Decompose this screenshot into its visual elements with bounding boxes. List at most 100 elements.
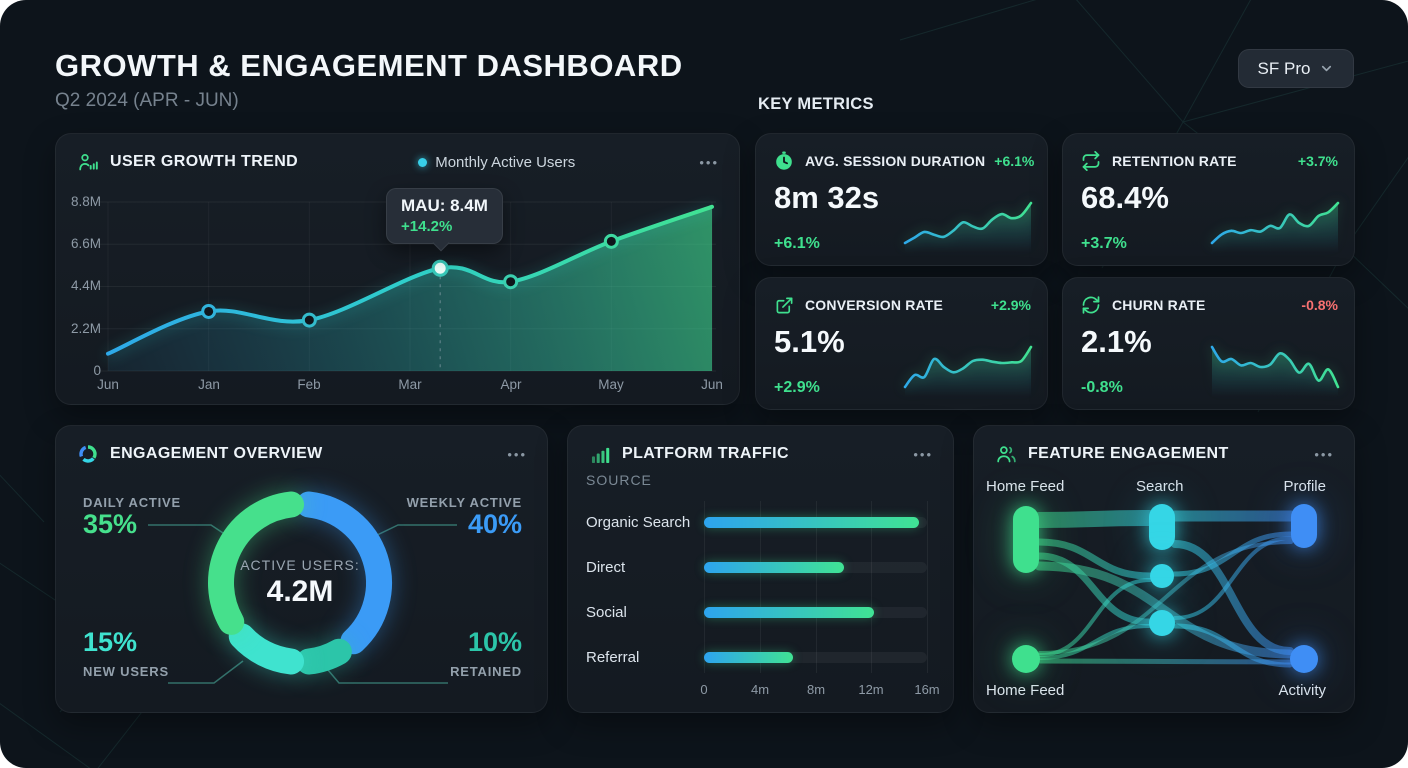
chart-tooltip: MAU: 8.4M +14.2% [386, 188, 503, 244]
y-axis-tick: 0 [93, 363, 101, 378]
x-axis-tick: 16m [914, 682, 940, 697]
sparkline-chart [1210, 201, 1340, 253]
card-title-feature-engagement: FEATURE ENGAGEMENT [1028, 445, 1229, 462]
y-axis-tick: 4.4M [70, 278, 101, 293]
gridline [760, 501, 761, 673]
retained-stat: 10% RETAINED [450, 627, 522, 680]
y-axis-tick: 2.2M [70, 321, 101, 336]
metric-value: 68.4% [1081, 180, 1169, 215]
traffic-row-direct: Direct [568, 559, 953, 576]
traffic-row-referral: Referral [568, 649, 953, 666]
metric-card-conversion-rate: CONVERSION RATE +2.9% 5.1% +2.9% [755, 277, 1048, 410]
legend-dot-icon [418, 157, 428, 167]
y-axis-tick: 6.6M [70, 236, 101, 251]
node-label-profile: Profile [1283, 478, 1326, 495]
x-axis-tick: Jan [198, 377, 220, 392]
daily-active-stat: DAILY ACTIVE 35% [83, 495, 181, 538]
font-selector-dropdown[interactable]: SF Pro [1238, 49, 1354, 88]
bar-organic-search [704, 517, 919, 528]
metric-card-retention-rate: RETENTION RATE +3.7% 68.4% +3.7% [1062, 133, 1355, 266]
feature-engagement-card: FEATURE ENGAGEMENT ••• Home Feed Search … [973, 425, 1355, 713]
metric-badge: +3.7% [1297, 153, 1338, 169]
x-axis-tick: Apr [500, 377, 522, 392]
refresh-icon [1079, 293, 1103, 317]
donut-svg [208, 491, 392, 675]
page-title: GROWTH & ENGAGEMENT DASHBOARD [55, 48, 683, 83]
metric-badge: +6.1% [994, 153, 1035, 169]
engagement-overview-card: ENGAGEMENT OVERVIEW ••• DAILY ACTIVE 35%… [55, 425, 548, 713]
weekly-active-stat: WEEKLY ACTIVE 40% [407, 495, 522, 538]
stat-label: WEEKLY ACTIVE [406, 495, 522, 510]
x-axis-tick: 12m [858, 682, 884, 697]
bar-referral [704, 652, 793, 663]
metric-card-churn-rate: CHURN RATE -0.8% 2.1% -0.8% [1062, 277, 1355, 410]
x-axis-tick: 8m [806, 682, 826, 697]
user-growth-trend-card: USER GROWTH TREND Monthly Active Users •… [55, 133, 740, 405]
tooltip-value: MAU: 8.4M [401, 196, 488, 215]
metric-card-session-duration: AVG. SESSION DURATION +6.1% 8m 32s +6.1% [755, 133, 1048, 266]
bar-social [704, 607, 874, 618]
bar-chart-icon [588, 442, 612, 466]
bar-direct [704, 562, 844, 573]
x-axis-tick: Feb [297, 377, 321, 392]
gridline [871, 501, 872, 673]
stat-value: 35% [83, 509, 138, 539]
stat-value: 40% [467, 509, 522, 539]
gridline [704, 501, 705, 673]
bar-label: Direct [586, 559, 626, 576]
tooltip-delta: +14.2% [401, 218, 453, 235]
stat-label: NEW USERS [83, 664, 169, 680]
node-label-home-feed-bottom: Home Feed [986, 682, 1065, 699]
stopwatch-icon [772, 149, 796, 173]
more-options-icon[interactable]: ••• [1310, 445, 1338, 464]
bar-track [704, 562, 927, 573]
more-options-icon[interactable]: ••• [909, 445, 937, 464]
metric-title: RETENTION RATE [1112, 153, 1237, 169]
bar-label: Referral [586, 649, 640, 666]
metric-delta: +2.9% [774, 379, 820, 396]
gridline [816, 501, 817, 673]
growth-legend: Monthly Active Users [418, 154, 575, 171]
metric-title: CONVERSION RATE [805, 297, 944, 313]
bar-track [704, 517, 927, 528]
metric-delta: +6.1% [774, 235, 820, 252]
source-axis-label: SOURCE [586, 472, 652, 488]
x-axis-tick: Mar [398, 377, 422, 392]
donut-chart-icon [76, 442, 100, 466]
card-title-platform-traffic: PLATFORM TRAFFIC [622, 445, 789, 462]
metric-title: CHURN RATE [1112, 297, 1206, 313]
card-title-engagement: ENGAGEMENT OVERVIEW [110, 445, 323, 462]
y-axis-tick: 8.8M [70, 194, 101, 209]
stat-value: 10% [467, 627, 522, 657]
more-options-icon[interactable]: ••• [695, 153, 723, 172]
metric-badge: +2.9% [990, 297, 1031, 313]
bar-track [704, 652, 927, 663]
sparkline-chart [1210, 345, 1340, 397]
bar-label: Social [586, 604, 627, 621]
node-label-search: Search [1136, 478, 1184, 495]
sparkline-chart [903, 201, 1033, 253]
stat-value: 15% [83, 627, 138, 657]
bar-label: Organic Search [586, 514, 691, 531]
metric-value: 8m 32s [774, 180, 880, 215]
chevron-down-icon [1318, 61, 1334, 77]
users-icon [994, 442, 1018, 466]
user-growth-icon [76, 150, 100, 174]
engagement-donut-chart: ACTIVE USERS: 4.2M [200, 483, 400, 683]
new-users-stat: 15% NEW USERS [83, 627, 169, 680]
sparkline-chart [903, 345, 1033, 397]
metric-title: AVG. SESSION DURATION [805, 153, 986, 169]
stat-label: RETAINED [450, 664, 522, 680]
x-axis-tick: Jun [701, 377, 723, 392]
x-axis-tick: 4m [750, 682, 770, 697]
node-label-activity: Activity [1278, 682, 1326, 699]
more-options-icon[interactable]: ••• [503, 445, 531, 464]
metric-delta: +3.7% [1081, 235, 1127, 252]
node-label-home-feed-top: Home Feed [986, 478, 1065, 495]
key-metrics-heading: KEY METRICS [758, 95, 874, 113]
x-axis-tick: 0 [700, 682, 708, 697]
external-link-icon [772, 293, 796, 317]
feature-flow-sankey [1012, 504, 1318, 673]
traffic-row-organic-search: Organic Search [568, 514, 953, 531]
